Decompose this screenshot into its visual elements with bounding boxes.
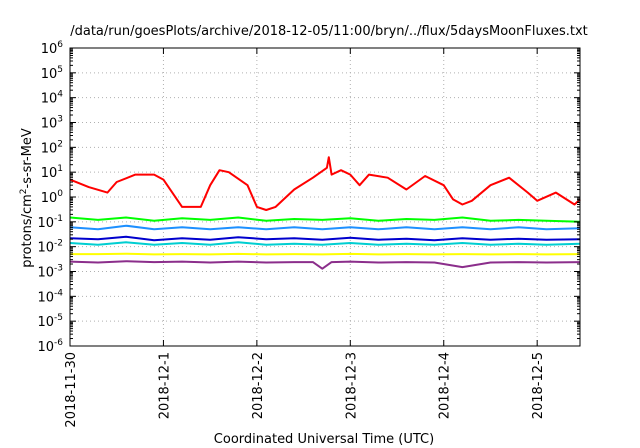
- x-tick-label: 2018-12-5: [531, 352, 546, 419]
- y-tick-label: 101: [41, 164, 63, 181]
- y-tick-label: 10-4: [37, 288, 63, 305]
- series-line: [69, 235, 581, 242]
- x-tick-label: 2018-11-30: [64, 352, 79, 428]
- plot-frame: [69, 47, 581, 347]
- series-line: [69, 241, 581, 246]
- y-tick-label: 10-3: [37, 264, 63, 281]
- y-tick-label: 100: [41, 189, 64, 206]
- y-axis-label-sup: 2: [19, 188, 29, 194]
- y-tick-label: 10-6: [37, 338, 63, 355]
- chart-title: /data/run/goesPlots/archive/2018-12-05/1…: [70, 24, 588, 39]
- series-line: [69, 224, 581, 231]
- y-tick-label: 106: [41, 40, 64, 57]
- series-line: [69, 156, 581, 211]
- y-tick-label: 10-5: [37, 313, 63, 330]
- y-tick-label: 10-2: [37, 239, 63, 256]
- series-line: [69, 216, 581, 223]
- axes: 2018-11-30 2018-12-1 2018-12-2 2018-12-3 201…: [37, 40, 581, 428]
- y-tick-label: 105: [41, 65, 63, 82]
- series-line: [70, 252, 581, 256]
- y-tick-label: 10-1: [37, 214, 63, 231]
- y-axis-label: protons/cm2-s-sr-MeV: [19, 128, 35, 268]
- series-line: [69, 260, 581, 270]
- y-axis-label-tail: -s-sr-MeV: [20, 128, 35, 188]
- x-tick-label: 2018-12-3: [344, 352, 359, 419]
- y-tick-label: 103: [41, 115, 63, 132]
- series-layer: [69, 156, 581, 270]
- x-axis-label: Coordinated Universal Time (UTC): [214, 432, 434, 447]
- x-tick-label: 2018-12-4: [438, 352, 453, 419]
- y-tick-label: 104: [41, 90, 64, 107]
- grid: [70, 48, 580, 346]
- y-axis-label-main: protons/cm: [20, 194, 35, 268]
- x-tick-label: 2018-12-2: [251, 352, 266, 419]
- x-tick-label: 2018-12-1: [157, 352, 172, 419]
- y-tick-label: 102: [41, 139, 63, 156]
